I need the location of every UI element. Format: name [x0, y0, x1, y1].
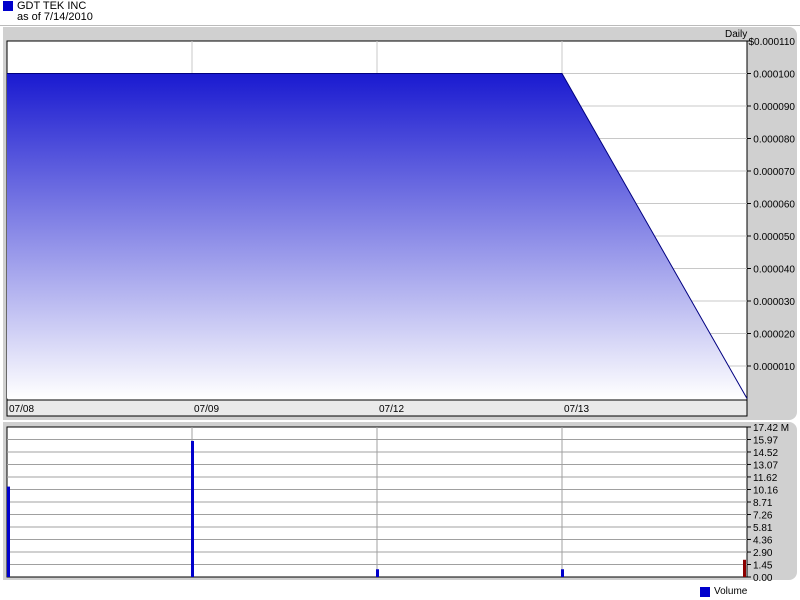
- volume-legend-label: Volume: [714, 586, 748, 597]
- volume-tick-label: 7.26: [753, 510, 773, 521]
- price-area: [7, 73, 747, 399]
- volume-bar: [7, 486, 10, 577]
- volume-tick-label: 14.52: [753, 448, 778, 459]
- volume-tick-label: 15.97: [753, 435, 778, 446]
- price-tick-label: 0.000020: [753, 330, 795, 341]
- volume-bar: [743, 559, 746, 577]
- volume-tick-label: 5.81: [753, 523, 773, 534]
- volume-legend-swatch: [700, 587, 710, 597]
- volume-tick-label: 0.00: [753, 573, 773, 584]
- price-tick-label: 0.000090: [753, 102, 795, 113]
- volume-tick-label: 10.16: [753, 486, 778, 497]
- volume-tick-label: 8.71: [753, 498, 773, 509]
- period-label: Daily: [725, 29, 748, 40]
- volume-tick-label: 1.45: [753, 561, 773, 572]
- price-tick-label: 0.000010: [753, 362, 795, 373]
- date-tick-label: 07/09: [194, 404, 219, 415]
- price-tick-label: 0.000050: [753, 232, 795, 243]
- price-tick-label: 0.000040: [753, 265, 795, 276]
- volume-bar: [376, 569, 379, 577]
- date-tick-label: 07/08: [9, 404, 34, 415]
- price-line: [7, 73, 748, 399]
- date-strip: [6, 399, 748, 417]
- volume-tick-label: 4.36: [753, 535, 773, 546]
- volume-tick-label: 2.90: [753, 548, 773, 559]
- price-tick-label: 0.000080: [753, 135, 795, 146]
- price-tick-label: 0.000070: [753, 167, 795, 178]
- volume-tick-label: 13.07: [753, 460, 778, 471]
- volume-tick-label: 11.62: [753, 473, 778, 484]
- volume-bar: [561, 569, 564, 577]
- chart-title: GDT TEK INC: [17, 0, 87, 12]
- price-tick-label: 0.000030: [753, 297, 795, 308]
- price-tick-label: 0.000060: [753, 200, 795, 211]
- divider: [0, 25, 800, 26]
- price-tick-label: 0.000100: [753, 70, 795, 81]
- price-tick-label: $0.000110: [748, 37, 795, 48]
- volume-bar: [191, 440, 194, 577]
- date-tick-label: 07/13: [564, 404, 589, 415]
- volume-tick-label: 17.42 M: [753, 423, 789, 434]
- date-tick-label: 07/12: [379, 404, 404, 415]
- chart-subtitle: as of 7/14/2010: [17, 11, 93, 23]
- title-swatch: [3, 1, 13, 11]
